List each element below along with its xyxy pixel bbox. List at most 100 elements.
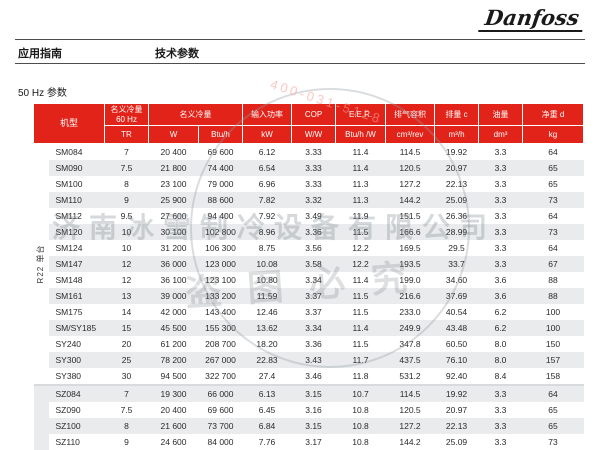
unit-header-btuhw: Btu/h /W (335, 125, 387, 144)
value-cell: 437.5 (385, 352, 435, 368)
value-cell: 6.54 (242, 160, 292, 176)
table-row: SM/SY185 15 45 500 155 300 13.62 3.34 11.4 249.… (34, 320, 584, 336)
table-row: SY300 25 78 200 267 000 22.83 3.43 11.7 437.5 76… (34, 352, 584, 368)
value-cell: 133 200 (198, 288, 243, 304)
value-cell: 33.7 (434, 256, 479, 272)
value-cell: 6.96 (258, 179, 276, 189)
value-cell: 11.3 (352, 179, 369, 189)
value-cell: 65 (522, 418, 584, 434)
value-cell: 531.2 (399, 371, 421, 381)
value-cell: 10.8 (352, 405, 369, 415)
table-row: SM120 10 30 100 102 800 8.96 3.36 11.5 166.6 28.… (34, 224, 584, 240)
header-divider-bottom (15, 63, 585, 64)
value-cell: 25.09 (434, 192, 479, 208)
value-cell: 10.08 (242, 256, 292, 272)
unit-header-btuh: Btu/h (198, 125, 244, 144)
value-cell: 8.4 (494, 371, 507, 381)
model-cell: SM120 (48, 224, 105, 240)
model-cell: SZ084 (48, 384, 105, 402)
value-cell: 11.3 (335, 192, 386, 208)
value-cell: 3.3 (478, 192, 523, 208)
table-row: SM148 12 36 100 123 100 10.80 3.34 11.4 199.0 34… (34, 272, 584, 288)
value-cell: 22.83 (242, 352, 292, 368)
model-cell: SZ110 (55, 437, 80, 447)
value-cell: 7.5 (104, 160, 149, 176)
value-cell: 20.97 (445, 405, 468, 415)
value-cell: 19 300 (148, 384, 199, 402)
value-cell: 233.0 (399, 307, 421, 317)
value-cell: 11.4 (352, 275, 369, 285)
value-cell: 8.75 (258, 243, 276, 253)
value-cell: 6.2 (494, 307, 507, 317)
value-cell: 6.2 (478, 320, 523, 336)
value-cell: 24 600 (160, 437, 187, 447)
value-cell: 8 (104, 418, 149, 434)
value-cell: 64 (548, 211, 558, 221)
value-cell: 36 100 (160, 275, 187, 285)
value-cell: 10.7 (335, 384, 386, 402)
value-cell: 25.09 (445, 437, 468, 447)
value-cell: 69 600 (207, 405, 234, 415)
table-row: SZ084 7 19 300 66 000 6.13 3.15 10.7 114.5 19.92… (33, 384, 584, 450)
value-cell: 3.46 (305, 371, 322, 381)
group-gutter (33, 384, 49, 450)
model-cell: SZ100 (48, 418, 105, 434)
header-divider-top (15, 39, 585, 40)
value-cell: 20 400 (160, 147, 187, 157)
value-cell: 216.6 (385, 288, 435, 304)
value-cell: 8 (124, 179, 129, 189)
value-cell: 3.58 (291, 256, 336, 272)
value-cell: 27 600 (160, 211, 187, 221)
value-cell: 22.13 (445, 179, 468, 189)
value-cell: 37.69 (434, 288, 479, 304)
model-cell: SM148 (55, 275, 83, 285)
value-cell: 3.3 (478, 256, 523, 272)
group-gutter: R22 单台 (33, 143, 49, 385)
value-cell: 3.56 (305, 243, 322, 253)
value-cell: 347.8 (399, 339, 421, 349)
col-header-input-power: 输入功率 (242, 103, 293, 126)
value-cell: 25 (104, 352, 149, 368)
value-cell: 267 000 (198, 352, 243, 368)
section-title: 50 Hz 参数 (18, 88, 67, 99)
value-cell: 3.3 (478, 418, 523, 434)
value-cell: 73 (522, 224, 584, 240)
model-cell: SM112 (55, 211, 82, 221)
value-cell: 143 400 (205, 307, 236, 317)
value-cell: 6.12 (258, 147, 276, 157)
value-cell: 120.5 (399, 405, 421, 415)
value-cell: 3.15 (291, 418, 336, 434)
value-cell: 100 (522, 320, 584, 336)
value-cell: 20.97 (434, 160, 479, 176)
value-cell: 60.50 (445, 339, 468, 349)
value-cell: 11.4 (335, 320, 386, 336)
model-cell: SY380 (55, 371, 82, 381)
value-cell: 120.5 (385, 160, 435, 176)
value-cell: 322 700 (205, 371, 236, 381)
value-cell: 102 800 (198, 224, 243, 240)
value-cell: 127.2 (399, 179, 421, 189)
value-cell: 67 (522, 256, 584, 272)
value-cell: 169.5 (399, 243, 421, 253)
value-cell: 64 (548, 243, 558, 253)
value-cell: 158 (545, 371, 561, 381)
table-row: SM147 12 36 000 123 000 10.08 3.58 12.2 193.5 33… (34, 256, 584, 272)
model-cell: SM110 (48, 192, 105, 208)
value-cell: 12 (121, 275, 132, 285)
value-cell: 88 (548, 275, 558, 285)
value-cell: 7 (124, 147, 129, 157)
value-cell: 144.2 (385, 192, 435, 208)
value-cell: 3.33 (305, 179, 322, 189)
value-cell: 106 300 (205, 243, 236, 253)
unit-header-kg: kg (522, 125, 585, 144)
value-cell: 7 (104, 384, 149, 402)
value-cell: 26.36 (445, 211, 468, 221)
table-row: SM110 9 25 900 88 600 7.82 3.32 11.3 144.2 25.09… (34, 192, 584, 208)
value-cell: 3.43 (291, 352, 336, 368)
value-cell: 3.3 (494, 179, 507, 189)
table-row: SM161 13 39 000 133 200 11.59 3.37 11.5 216.6 37… (34, 288, 584, 304)
table-row: SY380 30 94 500 322 700 27.4 3.46 11.8 531.2 92.… (34, 368, 584, 385)
value-cell: 150 (545, 339, 561, 349)
value-cell: 6.84 (242, 418, 292, 434)
